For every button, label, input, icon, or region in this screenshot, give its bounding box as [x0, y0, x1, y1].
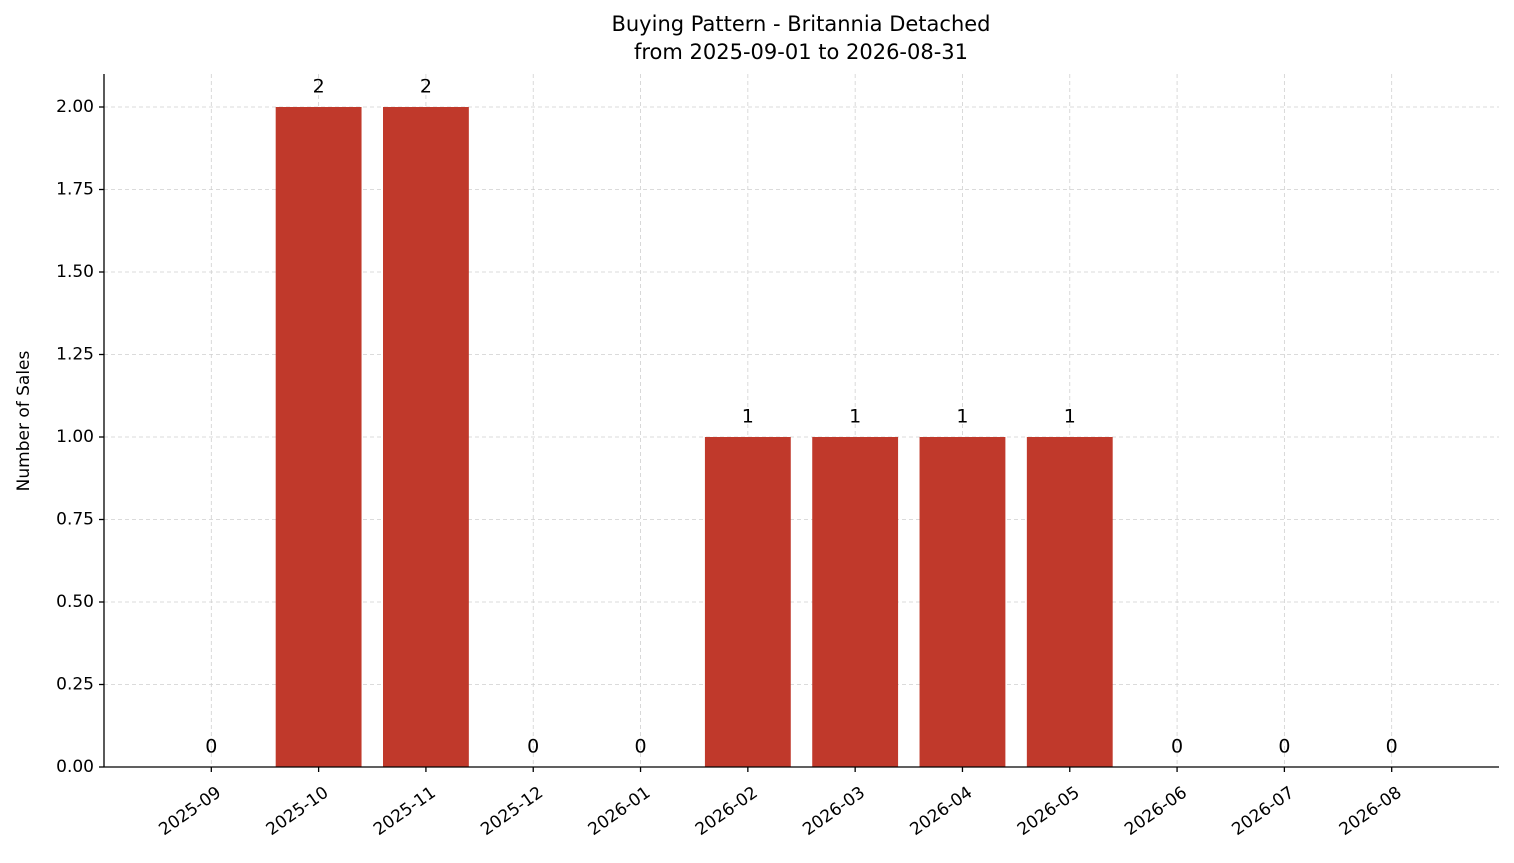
x-tick-label: 2026-06	[1121, 783, 1191, 840]
chart-title: Buying Pattern - Britannia Detached	[611, 12, 990, 36]
value-label: 1	[849, 406, 861, 428]
x-tick-label: 2026-02	[692, 783, 762, 840]
value-label: 0	[1278, 736, 1290, 758]
y-tick-label: 2.00	[56, 97, 94, 117]
x-tick-label: 2025-11	[370, 783, 440, 840]
x-tick-label: 2025-12	[477, 783, 547, 840]
x-tick-label: 2026-01	[585, 783, 655, 840]
x-tick-label: 2026-07	[1228, 783, 1298, 840]
value-label: 0	[634, 736, 646, 758]
x-tick-label: 2025-09	[155, 783, 225, 840]
chart-subtitle: from 2025-09-01 to 2026-08-31	[634, 40, 968, 64]
bar	[919, 437, 1006, 767]
y-tick-label: 1.00	[56, 427, 94, 447]
bar	[812, 437, 899, 767]
y-tick-label: 1.50	[56, 262, 94, 282]
x-tick-label: 2026-03	[799, 783, 869, 840]
value-label: 0	[1171, 736, 1183, 758]
y-tick-label: 0.50	[56, 592, 94, 612]
value-label: 0	[527, 736, 539, 758]
bar	[704, 437, 791, 767]
y-tick-label: 0.25	[56, 675, 94, 695]
bar	[275, 107, 362, 767]
x-tick-label: 2026-04	[907, 783, 977, 840]
value-label: 0	[205, 736, 217, 758]
bar	[1026, 437, 1113, 767]
y-tick-label: 1.75	[56, 180, 94, 200]
y-tick-label: 0.00	[56, 757, 94, 777]
x-tick-label: 2026-05	[1014, 783, 1084, 840]
y-tick-label: 0.75	[56, 510, 94, 530]
value-label: 1	[1064, 406, 1076, 428]
x-tick-label: 2026-08	[1336, 783, 1406, 840]
value-label: 2	[313, 76, 325, 98]
value-label: 1	[742, 406, 754, 428]
bar	[383, 107, 469, 767]
y-tick-label: 1.25	[56, 345, 94, 365]
value-label: 2	[420, 76, 432, 98]
x-tick-label: 2025-10	[263, 783, 333, 840]
value-label: 0	[1386, 736, 1398, 758]
value-label: 1	[956, 406, 968, 428]
y-axis-label: Number of Sales	[14, 350, 34, 491]
